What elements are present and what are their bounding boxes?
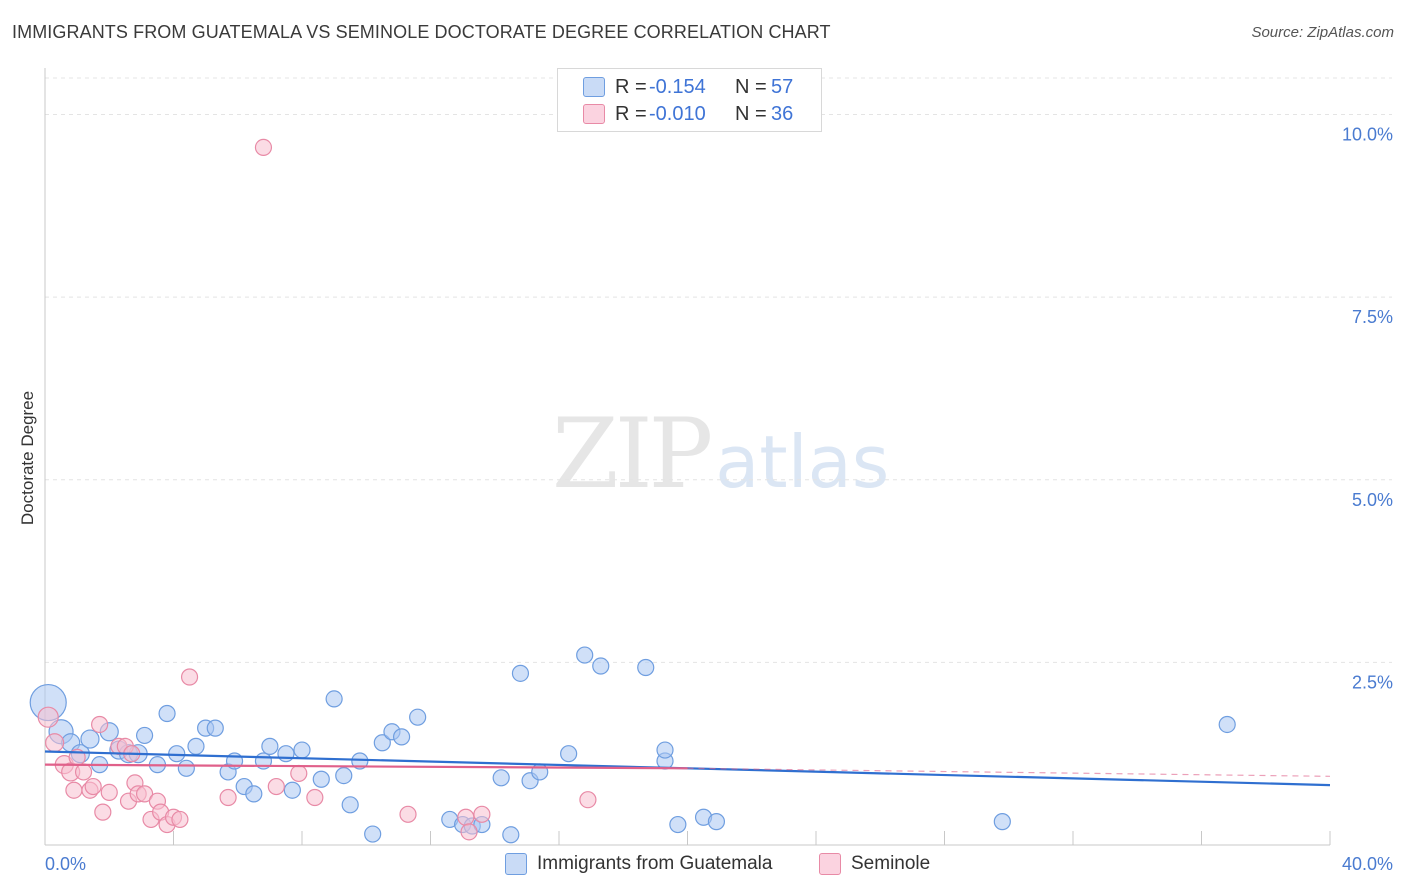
seminole-point-24 [180, 668, 199, 686]
guatemala-point-36 [409, 708, 427, 726]
guatemala-point-25 [283, 781, 301, 799]
legend-row-guatemala: R = -0.154 N = 57 [558, 74, 821, 100]
seminole-point-6 [74, 763, 93, 781]
guatemala-point-55 [993, 813, 1011, 831]
legend-swatch-guatemala [583, 77, 605, 97]
guatemala-point-28 [325, 690, 343, 708]
guatemala-point-15 [187, 737, 205, 755]
seminole-point-10 [94, 803, 112, 821]
legend-r-label: R = [615, 76, 647, 98]
legend-label-guatemala: Immigrants from Guatemala [537, 853, 773, 874]
correlation-legend: R = -0.154 N = 57 R = -0.010 N = 36 [557, 68, 822, 132]
legend-swatch-seminole [583, 104, 605, 124]
legend-n-label: N = [735, 76, 767, 98]
seminole-point-23 [171, 810, 189, 829]
chart-title: IMMIGRANTS FROM GUATEMALA VS SEMINOLE DO… [12, 22, 831, 42]
watermark-atlas: atlas [715, 420, 890, 504]
legend-label-seminole: Seminole [851, 853, 931, 874]
seminole-point-0 [37, 706, 59, 728]
seminole-point-1 [45, 733, 65, 753]
guatemala-point-32 [364, 825, 382, 843]
seminole-point-29 [306, 788, 324, 807]
guatemala-point-42 [502, 826, 520, 844]
axes [44, 68, 1331, 846]
trend-line-seminole [44, 763, 688, 770]
watermark-zip: ZIP [552, 398, 713, 510]
seminole-point-27 [267, 777, 285, 796]
guatemala-point-14 [177, 759, 195, 777]
guatemala-point-35 [392, 728, 411, 746]
legend-n-value: 36 [771, 103, 794, 125]
series-guatemala-points [29, 646, 1236, 844]
y-tick-label-2: 7.5% [1352, 307, 1393, 327]
seminole-point-11 [100, 783, 118, 802]
seminole-point-4 [65, 781, 83, 799]
grid-lines [45, 77, 1392, 663]
legend-swatch-seminole [819, 853, 841, 875]
source-credit: Source: ZipAtlas.com [1251, 24, 1394, 41]
guatemala-point-10 [135, 726, 154, 745]
guatemala-point-13 [168, 745, 186, 763]
seminole-point-28 [290, 764, 308, 783]
guatemala-point-21 [245, 785, 263, 803]
seminole-point-32 [460, 823, 478, 841]
guatemala-point-47 [576, 646, 594, 664]
guatemala-point-52 [669, 815, 687, 834]
guatemala-point-30 [341, 796, 359, 814]
y-axis-label: Doctorate Degree [18, 391, 37, 525]
guatemala-point-17 [206, 719, 224, 737]
guatemala-point-48 [592, 657, 610, 675]
trend-extension-seminole [687, 767, 1331, 777]
guatemala-point-43 [511, 664, 530, 682]
guatemala-point-26 [293, 741, 311, 759]
y-tick-label-1: 5.0% [1352, 490, 1393, 510]
guatemala-point-27 [312, 770, 330, 788]
seminole-point-9 [91, 715, 109, 734]
guatemala-point-54 [707, 813, 726, 831]
legend-row-seminole: R = -0.010 N = 36 [558, 101, 821, 127]
legend-r-value: -0.010 [649, 103, 706, 125]
seminole-point-25 [219, 788, 237, 807]
y-tick-label-3: 10.0% [1342, 125, 1393, 145]
legend-swatch-guatemala [505, 853, 527, 875]
seminole-point-31 [457, 808, 475, 826]
guatemala-point-51 [656, 741, 674, 759]
legend-n-label: N = [735, 103, 767, 125]
seminole-point-33 [473, 805, 491, 823]
guatemala-point-56 [1218, 715, 1236, 734]
guatemala-point-29 [335, 767, 353, 785]
legend-r-label: R = [615, 103, 647, 125]
watermark: ZIPatlas [552, 398, 889, 510]
seminole-point-17 [135, 785, 154, 803]
legend-r-value: -0.154 [649, 76, 706, 98]
tick-labels: 2.5% 5.0% 7.5% 10.0% 0.0% 40.0% [45, 125, 1393, 874]
guatemala-point-33 [373, 734, 391, 752]
seminole-point-34 [579, 791, 597, 809]
guatemala-point-46 [560, 745, 578, 763]
seminole-point-26 [254, 138, 273, 156]
guatemala-point-41 [492, 769, 510, 787]
seminole-point-30 [399, 805, 417, 823]
series-seminole-points [37, 138, 597, 841]
guatemala-point-49 [637, 658, 655, 677]
seminole-point-8 [84, 777, 102, 796]
x-tick-label-max: 40.0% [1342, 854, 1393, 874]
legend-n-value: 57 [771, 76, 794, 98]
y-tick-label-0: 2.5% [1352, 672, 1393, 692]
trend-lines [44, 750, 1331, 787]
x-tick-label-min: 0.0% [45, 854, 86, 874]
guatemala-point-23 [261, 737, 279, 755]
guatemala-point-24 [277, 745, 295, 763]
guatemala-point-4 [80, 729, 100, 749]
guatemala-point-12 [158, 704, 176, 723]
